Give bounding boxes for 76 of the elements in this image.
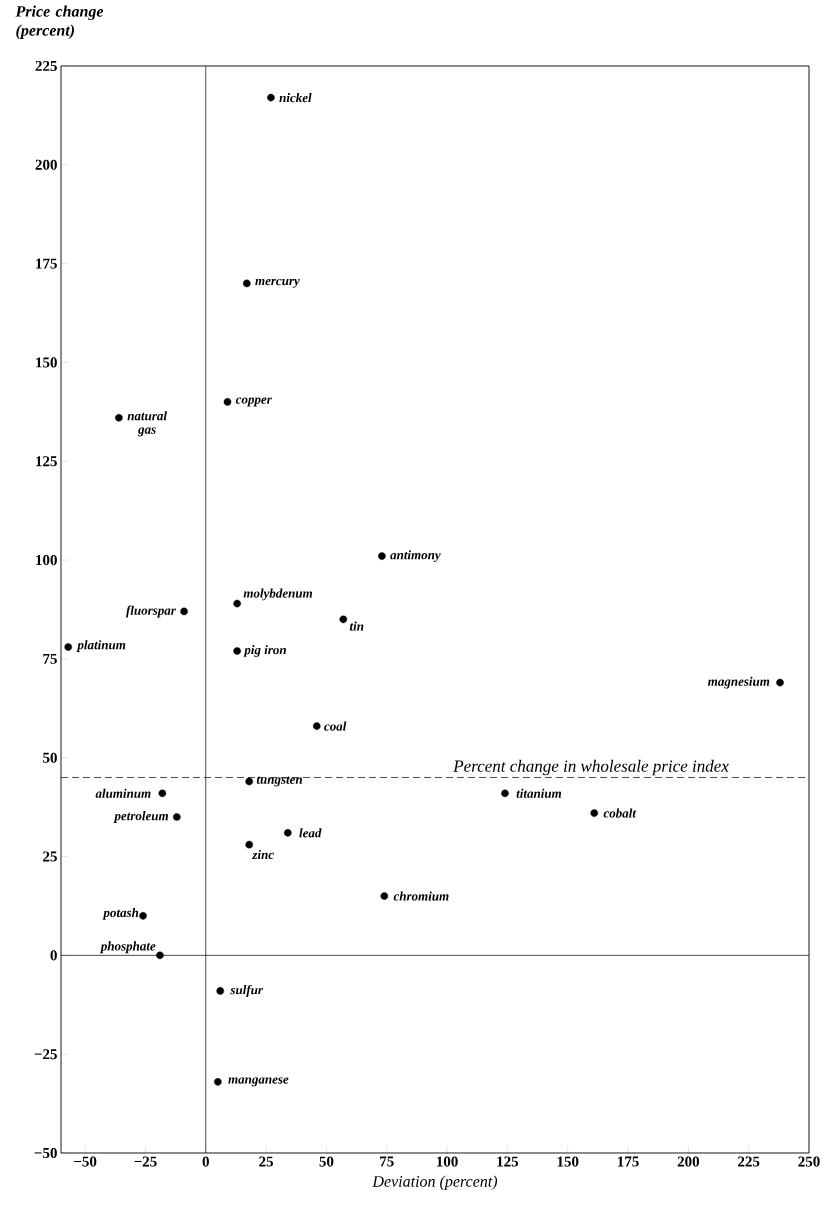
x-tick-label: −50 xyxy=(74,1156,97,1167)
x-tick-label: 175 xyxy=(617,1156,639,1167)
annotation: zinc xyxy=(252,849,274,860)
annotation: platinum xyxy=(76,640,126,652)
annotation: chromium xyxy=(393,891,449,901)
annotation: aluminum xyxy=(95,788,151,798)
point xyxy=(267,93,275,102)
annotation: natural gas xyxy=(127,411,167,437)
point xyxy=(156,951,164,960)
annotation: manganese xyxy=(228,1077,289,1087)
annotation: sulfur xyxy=(230,984,264,997)
annotation: pig iron xyxy=(243,645,286,657)
point xyxy=(378,552,386,560)
point xyxy=(312,722,321,730)
y-tick-label: 150 xyxy=(36,357,57,368)
point xyxy=(233,647,241,655)
point xyxy=(158,789,167,798)
x-tick-label: 75 xyxy=(380,1156,394,1167)
annotation: titanium xyxy=(516,788,562,798)
point xyxy=(776,678,784,687)
x-tick-label: 0 xyxy=(202,1156,209,1167)
x-tick-label: 250 xyxy=(798,1156,820,1167)
y-tick-label: −50 xyxy=(34,1147,57,1159)
y-tick-label: 200 xyxy=(35,159,57,170)
y-tick-label: 50 xyxy=(43,752,57,763)
y-tick-label: 25 xyxy=(43,851,57,862)
point xyxy=(590,809,599,817)
y-tick-label: −25 xyxy=(34,1049,57,1060)
annotation: phosphate xyxy=(99,941,156,954)
point xyxy=(139,912,147,920)
point xyxy=(180,607,188,616)
annotation: magnesium xyxy=(707,676,770,689)
annotation: molybdenum xyxy=(243,588,313,601)
point xyxy=(339,615,348,624)
point xyxy=(216,987,225,995)
annotation: mercury xyxy=(255,278,300,288)
point xyxy=(223,398,232,406)
x-tick-label: 100 xyxy=(437,1156,458,1167)
x-tick-label: 200 xyxy=(677,1156,700,1167)
y-tick-label: 125 xyxy=(36,456,57,467)
x-tick-label: 25 xyxy=(259,1156,274,1167)
point xyxy=(214,1078,222,1086)
annotation: potash xyxy=(102,907,139,920)
point xyxy=(243,279,251,288)
point xyxy=(173,813,181,821)
y-tick-label: 100 xyxy=(36,555,57,566)
x-tick-label: −25 xyxy=(134,1156,157,1167)
point xyxy=(64,643,73,651)
annotation: coal xyxy=(324,721,347,731)
annotation: antimony xyxy=(390,550,441,563)
point xyxy=(115,413,123,422)
annotation: copper xyxy=(235,397,272,407)
annotation: cobalt xyxy=(603,808,637,818)
annotation: lead xyxy=(299,828,322,838)
annotation: tin xyxy=(349,621,364,631)
x-axis-title: Deviation (percent) xyxy=(372,1175,498,1191)
y-axis-title: Price change (percent) xyxy=(15,5,104,40)
annotation: nickel xyxy=(279,93,312,103)
point xyxy=(245,840,254,849)
annotation: petroleum xyxy=(113,811,168,823)
point xyxy=(245,777,254,786)
point xyxy=(501,789,509,798)
x-tick-label: 150 xyxy=(557,1156,579,1167)
point xyxy=(284,829,292,837)
y-tick-label: 225 xyxy=(35,60,57,71)
x-tick-label: 125 xyxy=(497,1156,519,1167)
annotation: fluorspar xyxy=(126,605,176,618)
y-tick-label: 0 xyxy=(50,950,57,961)
y-tick-label: 175 xyxy=(36,258,57,269)
x-tick-label: 225 xyxy=(738,1156,760,1167)
x-tick-label: 50 xyxy=(319,1156,334,1167)
point xyxy=(233,599,241,608)
annotation: tungsten xyxy=(256,776,303,787)
y-tick-label: 75 xyxy=(43,653,57,664)
point xyxy=(380,892,389,900)
ref-line-label: Percent change in wholesale price index xyxy=(453,759,729,776)
